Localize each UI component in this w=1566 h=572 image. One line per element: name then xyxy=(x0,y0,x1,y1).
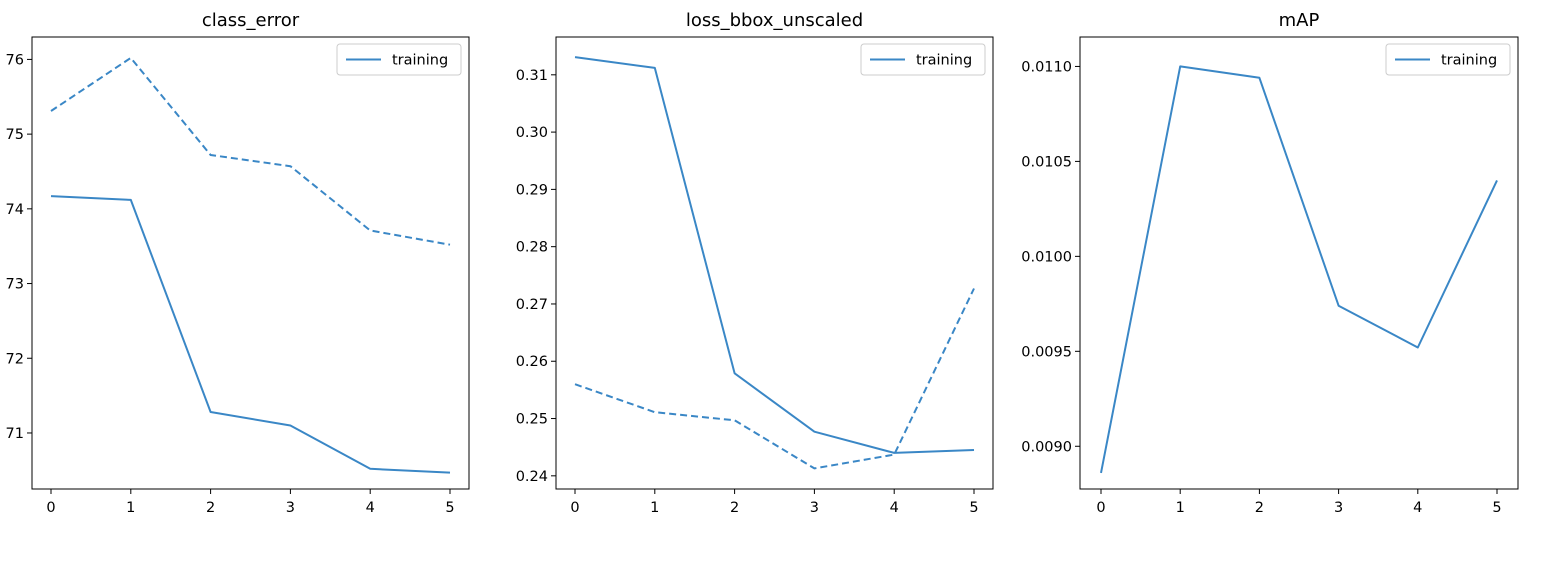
y-tick-label: 0.24 xyxy=(516,469,548,485)
chart-title: class_error xyxy=(202,10,300,31)
chart-title: mAP xyxy=(1279,10,1320,31)
plot-frame xyxy=(555,36,994,490)
x-tick-label: 1 xyxy=(1176,500,1185,516)
x-tick-label: 2 xyxy=(730,500,739,516)
x-tick-label: 4 xyxy=(890,500,899,516)
series-line-dashed xyxy=(574,288,975,470)
series-line-training xyxy=(50,195,451,474)
chart-panel-1: loss_bbox_unscaled 0 1 2 3 4 5 0.24 0.25 0.26 0.27… xyxy=(516,10,994,516)
legend-box xyxy=(1385,43,1511,76)
x-tick-label: 3 xyxy=(286,500,295,516)
y-tick-label: 71 xyxy=(6,426,24,442)
chart-title: loss_bbox_unscaled xyxy=(686,10,863,31)
y-tick-label: 75 xyxy=(6,127,24,143)
chart-panel-0: class_error 0 1 2 3 4 5 71 72 73 74 75 76 training xyxy=(6,10,470,516)
legend-label: training xyxy=(916,53,972,69)
legend: training xyxy=(1385,43,1511,76)
series-line-dashed xyxy=(50,56,451,246)
x-tick-label: 5 xyxy=(445,500,454,516)
y-tick-label: 0.29 xyxy=(516,182,548,198)
legend-box xyxy=(336,43,462,76)
y-tick-label: 0.25 xyxy=(516,412,548,428)
plot-frame xyxy=(1079,36,1519,490)
legend: training xyxy=(860,43,986,76)
y-tick-label: 0.0105 xyxy=(1021,154,1072,170)
x-tick-label: 1 xyxy=(126,500,135,516)
x-tick-label: 4 xyxy=(1413,500,1422,516)
chart-panel-2: mAP 0 1 2 3 4 5 0.0090 0.0095 0.0100 0.0105 0.0110 t… xyxy=(1021,10,1519,516)
x-tick-label: 0 xyxy=(570,500,579,516)
y-tick-label: 0.0100 xyxy=(1021,249,1072,265)
y-tick-label: 0.0095 xyxy=(1021,344,1072,360)
y-tick-label: 74 xyxy=(6,202,24,218)
y-tick-label: 0.26 xyxy=(516,354,548,370)
series-line-training xyxy=(574,56,975,454)
y-tick-label: 0.28 xyxy=(516,240,548,256)
y-tick-label: 0.0110 xyxy=(1021,59,1072,75)
x-tick-label: 5 xyxy=(969,500,978,516)
x-tick-label: 2 xyxy=(1255,500,1264,516)
legend-box xyxy=(860,43,986,76)
y-tick-label: 72 xyxy=(6,351,24,367)
x-tick-label: 3 xyxy=(1334,500,1343,516)
x-tick-label: 4 xyxy=(366,500,375,516)
series-line-training xyxy=(1100,65,1498,474)
x-tick-label: 3 xyxy=(810,500,819,516)
y-tick-label: 73 xyxy=(6,277,24,293)
y-tick-label: 0.31 xyxy=(516,68,548,84)
legend-label: training xyxy=(1441,53,1497,69)
legend-label: training xyxy=(392,53,448,69)
y-tick-label: 0.30 xyxy=(516,125,548,141)
y-tick-label: 0.0090 xyxy=(1021,439,1072,455)
y-tick-label: 76 xyxy=(6,52,24,68)
x-tick-label: 0 xyxy=(46,500,55,516)
plot-frame xyxy=(31,36,470,490)
x-tick-label: 5 xyxy=(1492,500,1501,516)
y-tick-label: 0.27 xyxy=(516,297,548,313)
x-tick-label: 1 xyxy=(650,500,659,516)
legend: training xyxy=(336,43,462,76)
x-tick-label: 0 xyxy=(1096,500,1105,516)
x-tick-label: 2 xyxy=(206,500,215,516)
